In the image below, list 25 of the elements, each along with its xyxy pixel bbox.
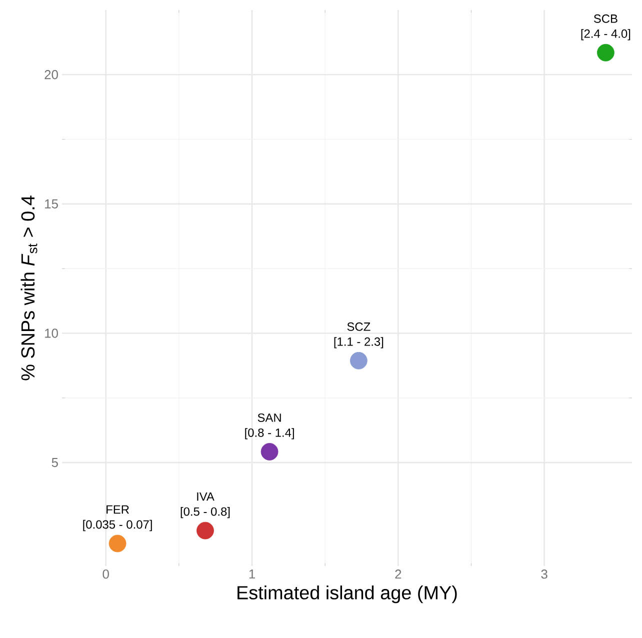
y-axis-title: % SNPs with F$_{st}$ > 0.4	[20, 196, 38, 380]
x-tick-label: 1	[249, 570, 255, 578]
y-tick-label: 5	[52, 458, 58, 468]
annotation: [0.5 - 0.8]	[180, 507, 230, 518]
point	[596, 44, 614, 62]
x-axis-title: Estimated island age (MY)	[238, 586, 457, 604]
annotation: SCB	[594, 14, 618, 23]
annotation: FER	[106, 505, 129, 514]
point	[108, 534, 126, 552]
y-tick-label: 10	[45, 328, 58, 338]
y-tick-label: 15	[45, 199, 58, 208]
annotation: SCZ	[347, 322, 370, 331]
x-tick-label: 2	[395, 570, 402, 579]
x-tick-label: 0	[102, 570, 109, 579]
x-tick-label: 3	[541, 570, 548, 579]
annotation: [0.8 - 1.4]	[245, 428, 294, 440]
point	[350, 352, 368, 370]
point	[196, 522, 214, 540]
annotation: IVA	[197, 492, 214, 501]
annotation: [1.1 - 2.3]	[334, 337, 384, 348]
y-tick-label: 20	[44, 70, 58, 80]
annotation: [2.4 - 4.0]	[581, 29, 630, 40]
annotation: SAN	[258, 413, 281, 422]
annotation: [0.035 - 0.07]	[83, 520, 152, 532]
point	[260, 442, 278, 460]
